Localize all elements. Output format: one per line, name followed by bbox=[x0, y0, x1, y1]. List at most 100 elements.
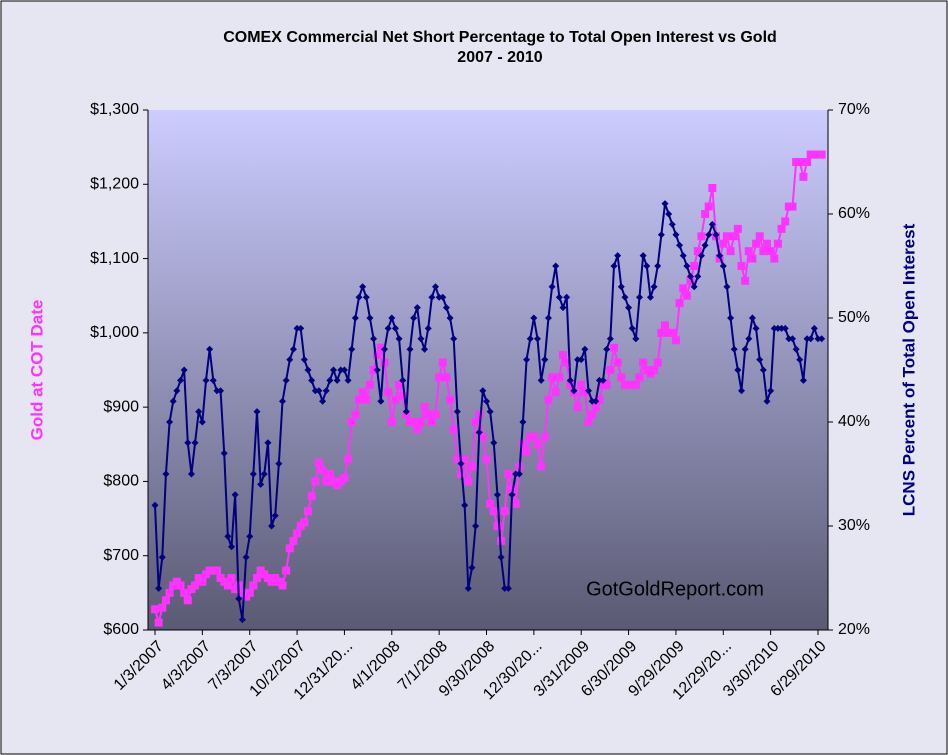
marker bbox=[217, 387, 225, 395]
marker bbox=[406, 345, 414, 353]
marker bbox=[213, 387, 221, 395]
marker bbox=[741, 276, 750, 285]
marker bbox=[475, 410, 484, 419]
marker bbox=[683, 262, 691, 270]
marker bbox=[304, 366, 312, 374]
marker bbox=[551, 388, 560, 397]
marker bbox=[606, 366, 615, 374]
marker bbox=[697, 232, 706, 241]
marker bbox=[770, 324, 778, 332]
marker bbox=[511, 499, 520, 508]
marker bbox=[166, 418, 174, 426]
marker bbox=[657, 328, 666, 337]
marker bbox=[249, 470, 257, 478]
marker bbox=[275, 460, 283, 468]
marker bbox=[621, 293, 629, 301]
marker bbox=[778, 324, 786, 332]
chart-title: COMEX Commercial Net Short Percentage to… bbox=[223, 29, 777, 46]
marker bbox=[187, 470, 195, 478]
marker bbox=[464, 584, 472, 592]
marker bbox=[249, 581, 258, 590]
marker bbox=[585, 387, 592, 395]
marker bbox=[439, 293, 447, 301]
marker bbox=[260, 470, 268, 478]
marker bbox=[719, 262, 727, 270]
marker bbox=[504, 584, 512, 592]
marker bbox=[679, 284, 688, 293]
marker bbox=[661, 200, 669, 208]
marker bbox=[370, 335, 378, 343]
marker bbox=[268, 522, 276, 530]
marker bbox=[351, 410, 360, 419]
marker bbox=[744, 247, 753, 256]
y2-tick-label: 20% bbox=[838, 621, 870, 638]
marker bbox=[650, 366, 659, 374]
marker bbox=[712, 231, 720, 239]
marker bbox=[730, 232, 739, 241]
marker bbox=[438, 358, 447, 367]
marker bbox=[693, 247, 702, 256]
marker bbox=[377, 397, 385, 405]
marker bbox=[369, 366, 378, 374]
marker bbox=[446, 395, 455, 404]
marker bbox=[555, 373, 564, 382]
marker bbox=[293, 324, 301, 332]
marker bbox=[726, 247, 735, 256]
marker bbox=[625, 304, 633, 312]
marker bbox=[501, 584, 509, 592]
marker bbox=[231, 491, 239, 499]
marker bbox=[395, 380, 404, 389]
marker bbox=[515, 470, 523, 478]
marker bbox=[537, 376, 545, 384]
y-tick-label: $900 bbox=[103, 398, 139, 415]
marker bbox=[643, 262, 651, 270]
marker bbox=[271, 512, 279, 520]
marker bbox=[518, 440, 527, 449]
marker bbox=[308, 376, 316, 384]
marker bbox=[264, 439, 272, 447]
marker bbox=[522, 447, 531, 456]
marker bbox=[183, 596, 192, 605]
marker bbox=[665, 210, 673, 218]
marker bbox=[694, 272, 702, 280]
marker bbox=[151, 605, 159, 614]
marker bbox=[781, 324, 789, 332]
marker bbox=[603, 345, 611, 353]
marker bbox=[322, 387, 330, 395]
marker bbox=[450, 335, 458, 343]
marker bbox=[595, 376, 603, 384]
marker bbox=[672, 231, 680, 239]
marker bbox=[799, 376, 807, 384]
marker bbox=[500, 507, 509, 516]
marker bbox=[541, 356, 549, 364]
marker bbox=[442, 304, 450, 312]
marker bbox=[431, 410, 440, 419]
marker bbox=[796, 356, 804, 364]
marker bbox=[442, 373, 451, 382]
marker bbox=[424, 410, 433, 419]
marker bbox=[529, 432, 538, 441]
marker bbox=[198, 577, 207, 586]
marker bbox=[577, 380, 586, 389]
marker bbox=[333, 376, 341, 384]
marker bbox=[730, 345, 738, 353]
marker bbox=[344, 376, 352, 384]
marker bbox=[304, 507, 312, 516]
marker bbox=[716, 252, 724, 260]
marker bbox=[220, 449, 228, 457]
plot-area bbox=[148, 110, 828, 630]
marker bbox=[326, 376, 334, 384]
marker bbox=[763, 397, 771, 405]
marker bbox=[238, 616, 246, 624]
marker bbox=[158, 603, 167, 612]
y-tick-label: $1,300 bbox=[90, 101, 139, 118]
marker bbox=[391, 395, 400, 404]
marker bbox=[682, 291, 691, 300]
marker bbox=[169, 397, 177, 405]
marker bbox=[198, 418, 206, 426]
marker bbox=[581, 345, 589, 353]
marker bbox=[577, 356, 585, 364]
marker bbox=[479, 387, 487, 395]
marker bbox=[468, 564, 476, 572]
